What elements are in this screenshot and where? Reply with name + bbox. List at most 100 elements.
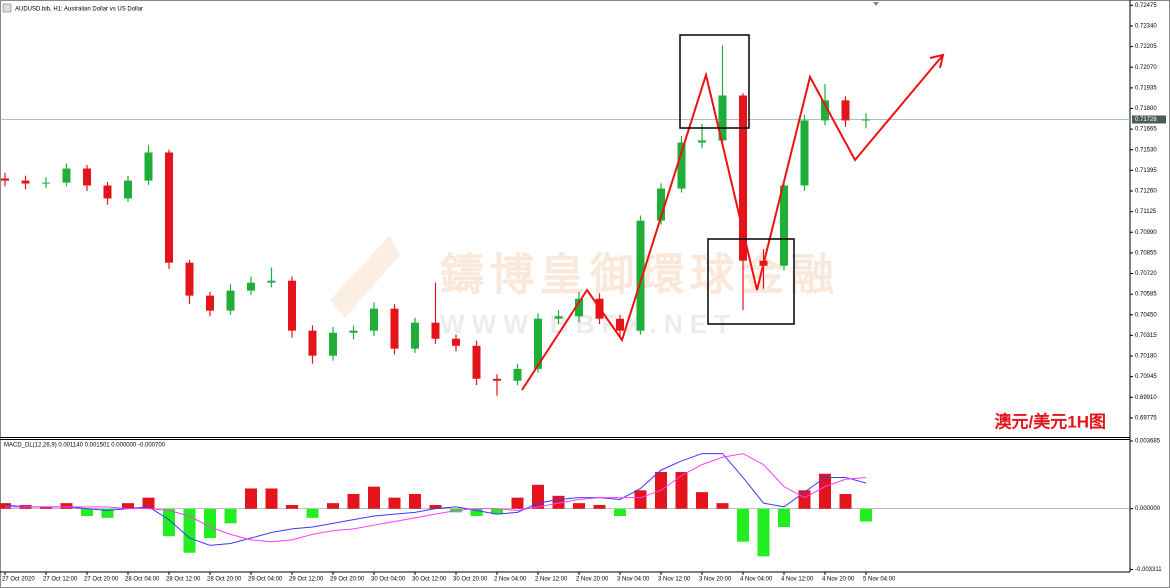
- histogram-bar: [696, 492, 708, 509]
- candle-body: [493, 378, 501, 381]
- candle-body: [431, 322, 440, 339]
- x-tick-label: 2 Nov 20:00: [576, 577, 609, 583]
- indicator-title: MACD_DL(12,26,9) 0.001140 0.001501 0.000…: [4, 443, 166, 449]
- x-tick-label: 27 Oct 2020: [2, 577, 35, 583]
- histogram-bar: [573, 503, 585, 509]
- y-tick-label: 0.003685: [1135, 439, 1161, 445]
- candle-body: [554, 316, 563, 319]
- histogram-bar: [347, 493, 360, 509]
- candle-body: [103, 185, 112, 199]
- histogram-bar: [60, 503, 73, 509]
- x-tick-label: 29 Oct 04:00: [248, 577, 283, 583]
- y-tick-label: 0.71800: [1135, 106, 1157, 112]
- candle-body: [616, 318, 624, 331]
- annotation: 澳元/美元1H图: [995, 411, 1106, 431]
- histogram-bar: [183, 508, 196, 553]
- y-tick-label: 0.70315: [1135, 333, 1157, 339]
- candle-body: [739, 95, 747, 261]
- y-tick-label: 0.71665: [1135, 127, 1157, 133]
- candle-body: [800, 120, 809, 186]
- histogram-bar: [716, 503, 729, 509]
- x-tick-label: 3 Nov 04:00: [617, 577, 650, 583]
- highlight-box: [679, 34, 750, 129]
- y-tick-label: 0.72070: [1135, 65, 1157, 71]
- histogram-bar: [798, 490, 811, 509]
- candle-body: [677, 142, 686, 189]
- candle-body: [308, 330, 317, 356]
- y-tick-label: 0.70180: [1135, 354, 1157, 360]
- x-tick-label: 4 Nov 12:00: [781, 577, 814, 583]
- y-tick-label: 0.69910: [1135, 395, 1157, 401]
- histogram-bar: [286, 504, 298, 509]
- drawn-annotations: [521, 2, 945, 391]
- candle-body: [411, 322, 419, 349]
- watermark-url: W W W . B B F X . N E T: [440, 309, 730, 339]
- histogram-bar: [327, 503, 339, 509]
- x-tick-label: 29 Oct 20:00: [330, 577, 365, 583]
- y-tick-label: 0.72340: [1135, 24, 1157, 30]
- histogram-bar: [778, 508, 790, 528]
- x-tick-label: 28 Oct 20:00: [207, 577, 242, 583]
- candle-body: [165, 152, 173, 263]
- histogram-bar: [245, 488, 257, 509]
- candle-body: [862, 119, 870, 121]
- y-tick-label: 0.000000: [1135, 506, 1161, 512]
- y-tick-label: 0.70450: [1135, 312, 1157, 318]
- candle-body: [718, 95, 727, 141]
- candle-body: [534, 318, 542, 369]
- y-tick-label: 0.71125: [1135, 209, 1157, 215]
- symbol-icon: [2, 3, 12, 13]
- x-tick-label: 30 Oct 12:00: [412, 577, 447, 583]
- histogram-bar: [122, 503, 134, 509]
- current-price-box: [1132, 115, 1166, 124]
- y-tick-label: 0.71395: [1135, 168, 1157, 174]
- candle-body: [247, 282, 255, 291]
- x-tick-label: 28 Oct 12:00: [166, 577, 201, 583]
- y-tick-label: 0.71260: [1135, 189, 1157, 195]
- candle-body: [21, 180, 30, 184]
- y-tick-label: 0.70045: [1135, 374, 1157, 380]
- current-price-label: 0.71728: [1135, 117, 1157, 123]
- histogram-bar: [265, 488, 278, 509]
- y-tick-label: 0.71935: [1135, 85, 1157, 91]
- candle-body: [62, 168, 71, 183]
- candle-body: [267, 280, 276, 283]
- histogram-bar: [163, 508, 175, 537]
- histogram-bar: [142, 497, 155, 509]
- candle-body: [370, 308, 378, 331]
- candle-body: [513, 368, 522, 381]
- y-tick-label: 0.70855: [1135, 250, 1157, 256]
- chart-title: AUDUSD.bib, H1: Australian Dollar vs US …: [15, 7, 143, 13]
- y-tick-label: 0.70990: [1135, 230, 1157, 236]
- x-tick-label: 27 Oct 20:00: [84, 577, 119, 583]
- histogram-bar: [101, 508, 114, 518]
- histogram-bar: [0, 503, 11, 509]
- y-tick-label: -0.003311: [1135, 567, 1162, 573]
- histogram-bar: [204, 508, 216, 539]
- x-tick-label: 27 Oct 12:00: [43, 577, 78, 583]
- histogram-bar: [429, 504, 442, 509]
- candle-body: [698, 140, 706, 143]
- candle-body: [841, 100, 850, 121]
- histogram-bar: [40, 506, 52, 509]
- candle-body: [349, 330, 358, 333]
- watermark-logo: [330, 235, 400, 318]
- x-tick-label: 29 Oct 12:00: [289, 577, 324, 583]
- candle-body: [575, 298, 583, 317]
- histogram-bar: [593, 504, 606, 509]
- histogram-bar: [675, 471, 688, 509]
- indicator-line: [4, 453, 867, 546]
- histogram-bar: [470, 508, 483, 517]
- x-tick-label: 2 Nov 12:00: [535, 577, 568, 583]
- y-tick-label: 0.70585: [1135, 292, 1157, 298]
- candle-body: [144, 152, 153, 181]
- indicator-line: [5, 453, 867, 543]
- candle-body: [288, 280, 296, 331]
- histogram-bar: [409, 493, 421, 509]
- histogram-bar: [860, 508, 872, 522]
- histogram-bar: [81, 508, 93, 517]
- y-tick-label: 0.70720: [1135, 271, 1157, 277]
- shift-marker: [873, 2, 879, 6]
